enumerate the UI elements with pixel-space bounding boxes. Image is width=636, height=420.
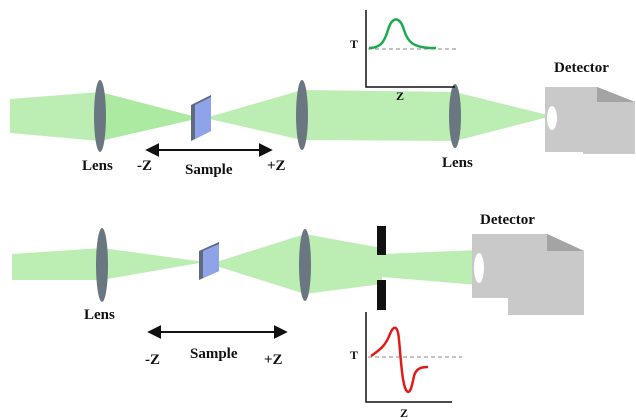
closed-aperture-setup: Lens -Z Sample +Z Detector T Z bbox=[12, 212, 584, 420]
detector-aperture-window-2 bbox=[474, 253, 484, 283]
plot-axes-2 bbox=[365, 312, 452, 403]
lens-1 bbox=[94, 80, 106, 152]
inset-y-axis-label-2: T bbox=[350, 348, 358, 362]
lens-5 bbox=[299, 229, 311, 301]
closed-aperture-transmittance-plot: T Z bbox=[350, 312, 462, 420]
focusing-beam-to-sample bbox=[100, 92, 200, 141]
lens-3 bbox=[449, 84, 461, 148]
peak-curve-icon bbox=[368, 18, 436, 50]
plus-z-label-2: +Z bbox=[264, 352, 283, 368]
plus-z-label: +Z bbox=[267, 158, 286, 174]
minus-z-label-2: -Z bbox=[145, 352, 160, 368]
lens-label-left: Lens bbox=[82, 158, 113, 174]
lens-label-bottom: Lens bbox=[84, 307, 115, 323]
detector-label-2: Detector bbox=[480, 212, 535, 228]
lens-4 bbox=[96, 228, 108, 302]
sample-label: Sample bbox=[185, 162, 233, 178]
peak-valley-curve-icon bbox=[370, 326, 429, 393]
detector-aperture-window bbox=[547, 106, 557, 130]
minus-z-label: -Z bbox=[137, 158, 152, 174]
diverging-beam-after-sample-2 bbox=[210, 234, 305, 294]
lens-label-right: Lens bbox=[442, 155, 473, 171]
detector-box-2 bbox=[472, 234, 584, 315]
detector-label: Detector bbox=[554, 60, 609, 76]
detector-box bbox=[545, 87, 635, 154]
diverging-beam-after-sample bbox=[205, 90, 302, 140]
collimated-beam bbox=[302, 90, 455, 141]
sample-label-2: Sample bbox=[190, 346, 238, 362]
plot-axes bbox=[365, 10, 455, 88]
lens-2 bbox=[296, 80, 308, 150]
open-aperture-setup: Lens -Z Sample +Z Lens Detector T Z bbox=[10, 10, 635, 178]
beam-to-detector-2 bbox=[382, 250, 478, 285]
sample-slab-2 bbox=[199, 242, 219, 280]
beam-to-aperture-2 bbox=[305, 234, 382, 294]
converging-beam-to-detector bbox=[455, 92, 552, 141]
input-beam-2 bbox=[12, 248, 205, 280]
inset-y-axis-label: T bbox=[350, 37, 358, 51]
closed-aperture bbox=[377, 226, 386, 310]
sample-slab bbox=[191, 95, 211, 141]
inset-x-axis-label-2: Z bbox=[400, 406, 408, 420]
open-aperture-transmittance-plot: T Z bbox=[350, 10, 458, 103]
inset-x-axis-label: Z bbox=[396, 89, 404, 103]
